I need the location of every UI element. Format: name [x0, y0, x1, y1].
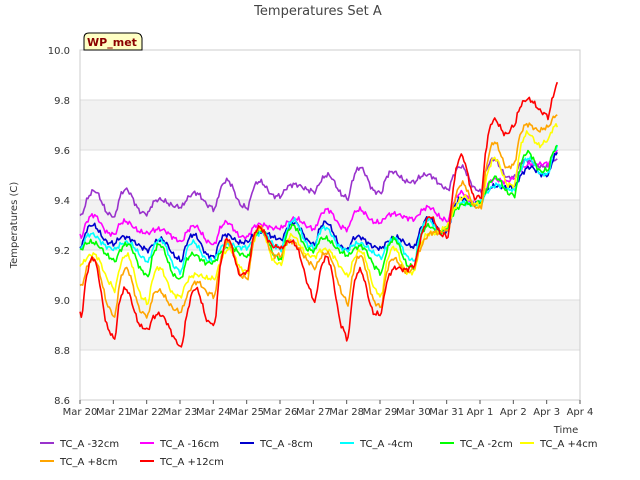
x-tick-label: Mar 28: [329, 407, 364, 418]
legend-label: TC_A +12cm: [159, 457, 224, 468]
legend-label: TC_A -16cm: [159, 439, 219, 450]
grid-band: [80, 300, 580, 350]
y-tick-label: 9.2: [54, 246, 70, 257]
legend-label: TC_A -4cm: [359, 439, 413, 450]
x-tick-label: Apr 3: [533, 407, 560, 418]
series-line: [79, 114, 558, 319]
legend: TC_A -32cm TC_A -16cm TC_A -8cm TC_A -4cm TC…: [40, 439, 598, 468]
legend-label: TC_A -2cm: [459, 439, 513, 450]
y-tick-label: 9.4: [54, 196, 70, 207]
badge-shape: [83, 32, 143, 51]
x-tick-label: Mar 24: [196, 407, 231, 418]
series-lines: [79, 81, 559, 348]
y-tick-label: 10.0: [48, 46, 70, 57]
plot-background-bands: [80, 99, 580, 401]
y-axis-ticks: 8.6 8.8 9.0 9.2 9.4 9.6 9.8 10.0: [48, 46, 70, 407]
x-axis-title: Time: [553, 425, 578, 436]
y-tick-label: 9.8: [54, 96, 70, 107]
x-tick-label: Mar 29: [363, 407, 398, 418]
x-tick-label: Apr 4: [567, 407, 594, 418]
series-line: [79, 157, 558, 218]
legend-label: TC_A +8cm: [59, 457, 118, 468]
x-tick-label: Mar 30: [396, 407, 431, 418]
x-tick-label: Mar 25: [229, 407, 264, 418]
grid-band: [80, 100, 580, 150]
x-tick-label: Mar 21: [96, 407, 131, 418]
y-axis-title: Temperatures (C): [9, 182, 20, 270]
y-tick-label: 9.6: [54, 146, 70, 157]
chart-title: Temperatures Set A: [253, 4, 382, 19]
series-line: [79, 123, 559, 306]
x-tick-label: Mar 23: [163, 407, 198, 418]
legend-label: TC_A -32cm: [59, 439, 119, 450]
x-tick-label: Mar 27: [296, 407, 331, 418]
series-line: [79, 144, 558, 280]
x-tick-label: Mar 31: [429, 407, 464, 418]
badge-label: WP_met: [87, 36, 137, 49]
legend-label: TC_A -8cm: [259, 439, 313, 450]
series-line: [79, 81, 559, 348]
x-tick-label: Apr 1: [467, 407, 494, 418]
legend-label: TC_A +4cm: [539, 439, 598, 450]
x-tick-label: Mar 22: [129, 407, 164, 418]
y-tick-label: 9.0: [54, 296, 70, 307]
plot-area: [79, 49, 581, 401]
y-tick-label: 8.6: [54, 396, 70, 407]
x-tick-label: Mar 20: [63, 407, 98, 418]
station-badge: WP_met: [83, 32, 143, 51]
x-tick-label: Apr 2: [500, 407, 527, 418]
y-tick-label: 8.8: [54, 346, 70, 357]
x-tick-label: Mar 26: [263, 407, 298, 418]
